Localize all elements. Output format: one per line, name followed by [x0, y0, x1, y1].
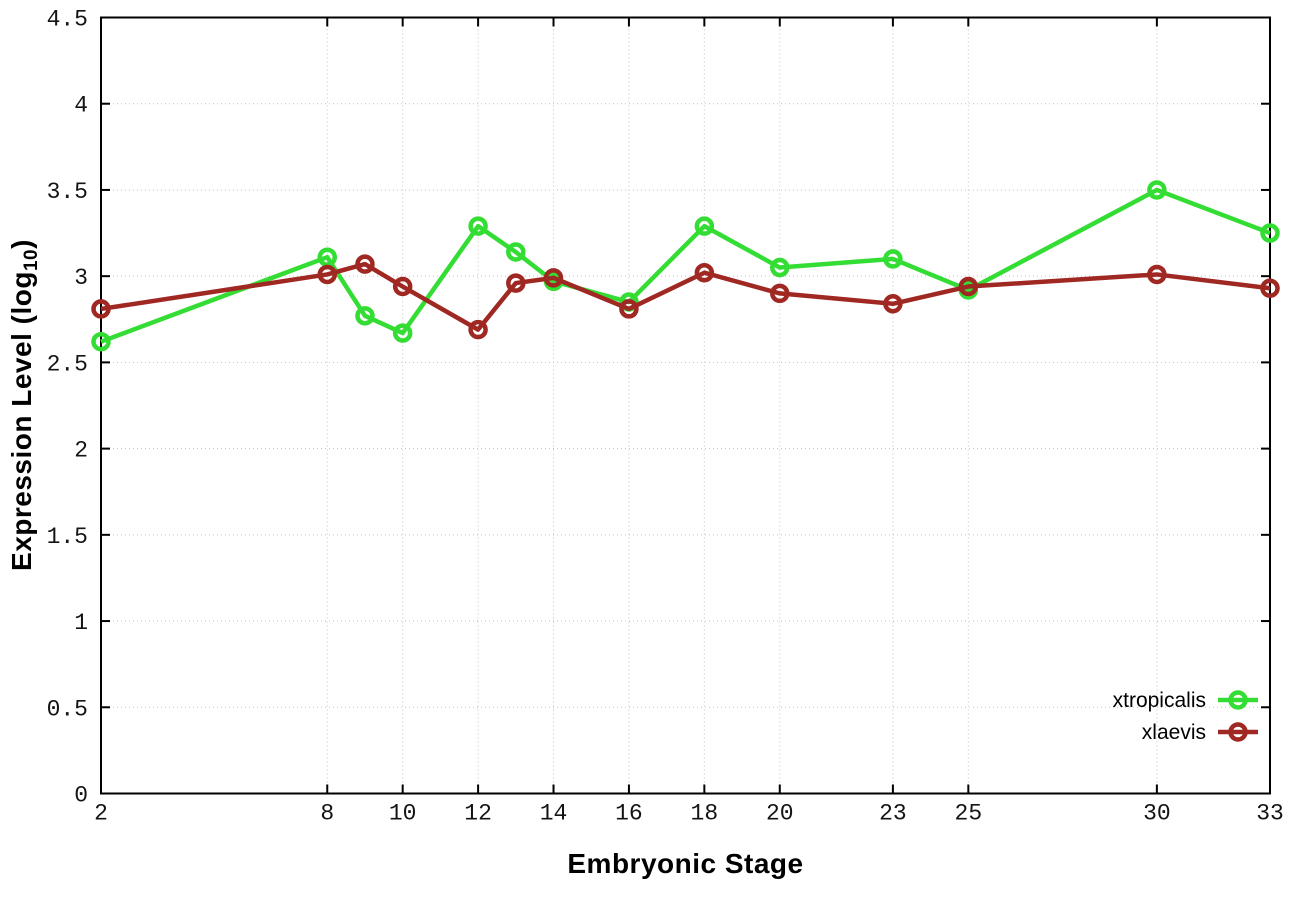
data-point-xlaevis	[392, 276, 413, 297]
x-tick-label: 10	[389, 801, 417, 827]
legend-entry-xlaevis: xlaevis	[1113, 716, 1260, 748]
data-point-xtropicalis	[506, 242, 526, 262]
legend-marker-xlaevis-icon	[1218, 722, 1258, 742]
series-line-xtropicalis	[100, 187, 1271, 344]
data-point-xlaevis	[694, 262, 715, 283]
x-tick-label: 12	[464, 801, 492, 827]
y-axis-title-main: Expression Level (log	[6, 271, 37, 571]
data-point-xlaevis	[770, 283, 790, 304]
data-point-xtropicalis	[468, 216, 488, 236]
data-point-xtropicalis	[770, 257, 790, 278]
legend-entry-xtropicalis: xtropicalis	[1113, 684, 1260, 716]
x-tick-label: 33	[1256, 801, 1284, 827]
y-tick-label: 2	[74, 438, 88, 464]
x-tick-label: 8	[320, 801, 334, 827]
data-point-xlaevis	[317, 264, 338, 285]
legend: xtropicalis xlaevis	[1113, 684, 1260, 748]
x-tick-label: 23	[879, 801, 907, 827]
data-point-xtropicalis	[91, 331, 111, 352]
data-point-xlaevis	[543, 268, 564, 288]
y-tick-label: 4	[74, 93, 88, 119]
y-tick-label: 0	[74, 783, 88, 809]
legend-label-xlaevis: xlaevis	[1141, 720, 1206, 744]
x-tick-label: 16	[615, 801, 643, 827]
y-tick-label: 2.5	[47, 351, 88, 377]
data-point-xtropicalis	[355, 306, 375, 326]
legend-label-xtropicalis: xtropicalis	[1112, 688, 1206, 712]
data-point-xtropicalis	[1260, 223, 1280, 243]
y-tick-label: 1	[74, 610, 88, 636]
data-point-xtropicalis	[392, 323, 413, 343]
x-tick-label: 2	[94, 801, 108, 827]
y-axis-title-end: )	[6, 239, 37, 249]
y-tick-label: 0.5	[47, 696, 88, 722]
data-point-xlaevis	[91, 299, 111, 319]
data-point-xtropicalis	[1147, 180, 1167, 200]
data-point-xlaevis	[1260, 278, 1280, 298]
data-point-xlaevis	[958, 276, 979, 297]
y-axis-title-subscript: 10	[21, 248, 42, 272]
x-tick-label: 30	[1143, 801, 1171, 827]
y-tick-label: 4.5	[47, 7, 88, 33]
legend-marker-xtropicalis-icon	[1218, 690, 1258, 710]
y-tick-label: 1.5	[47, 524, 88, 550]
x-tick-label: 25	[955, 801, 983, 827]
data-point-xlaevis	[506, 273, 526, 293]
data-point-xlaevis	[619, 299, 639, 319]
x-tick-label: 20	[766, 801, 794, 827]
y-axis-title: Expression Level (log10)	[6, 0, 46, 810]
x-axis-title: Embryonic Stage	[567, 848, 804, 879]
data-point-xlaevis	[468, 319, 488, 340]
data-point-xlaevis	[883, 294, 903, 314]
data-point-xtropicalis	[694, 216, 715, 236]
data-point-xtropicalis	[883, 249, 903, 269]
x-tick-label: 18	[691, 801, 719, 827]
y-tick-label: 3.5	[47, 179, 88, 205]
y-tick-label: 3	[74, 265, 88, 291]
x-tick-label: 14	[540, 801, 568, 827]
data-point-xlaevis	[355, 254, 375, 274]
plot-border	[100, 16, 1271, 795]
data-point-xlaevis	[1147, 264, 1167, 285]
